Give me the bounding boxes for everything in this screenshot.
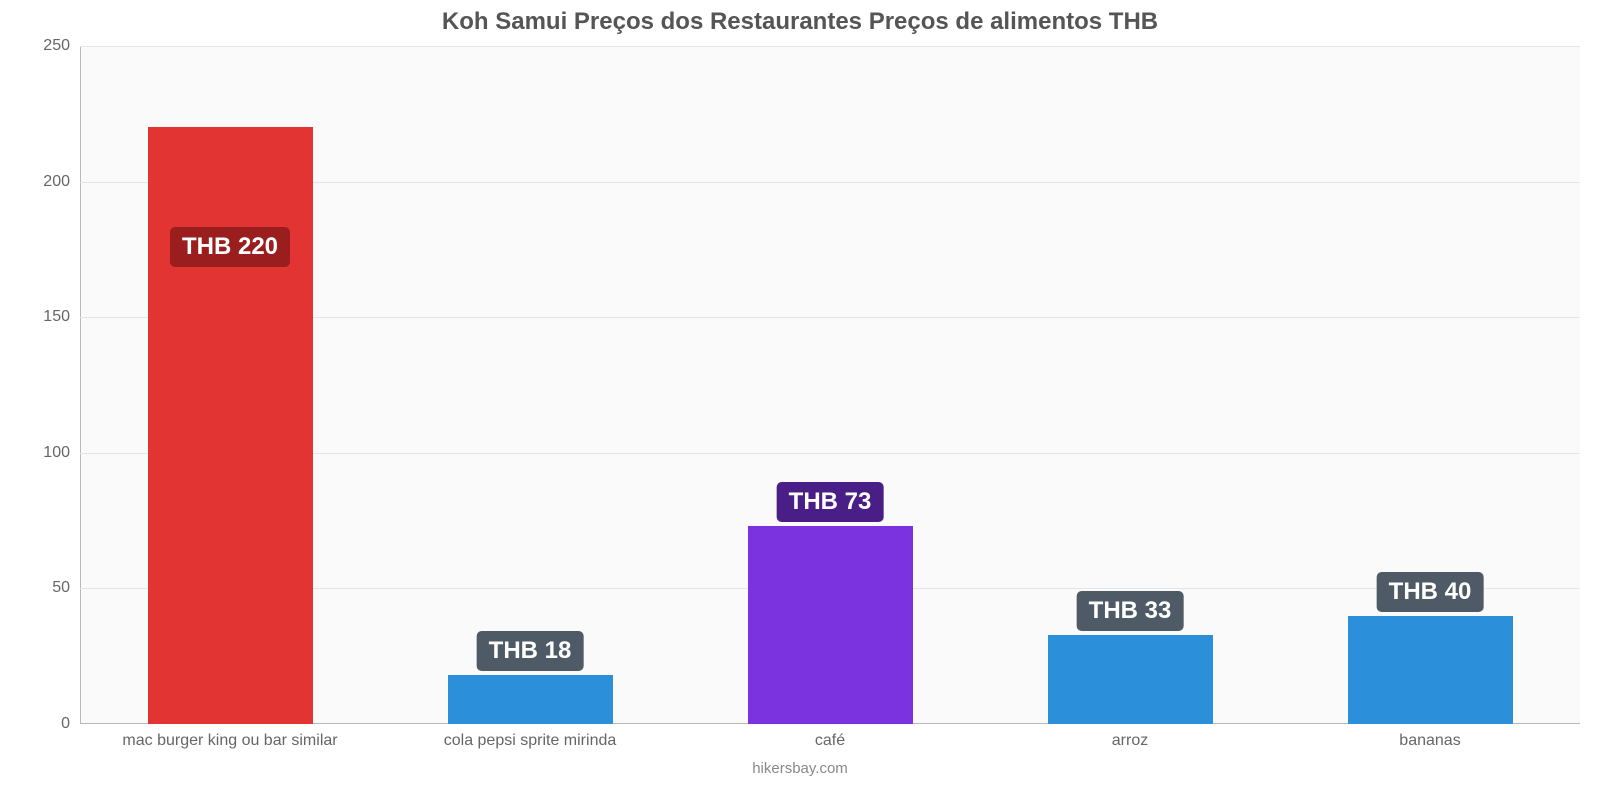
gridline — [80, 46, 1580, 47]
bar-value-label: THB 33 — [1077, 591, 1184, 631]
bar — [748, 526, 913, 724]
plot-area: mac burger king ou bar similarcola pepsi… — [80, 46, 1580, 724]
bar-value-label: THB 73 — [777, 482, 884, 522]
y-tick-label: 150 — [43, 308, 70, 326]
bar — [1048, 635, 1213, 724]
x-category-label: café — [815, 732, 845, 750]
bar — [448, 675, 613, 724]
x-category-label: bananas — [1399, 732, 1460, 750]
x-category-label: mac burger king ou bar similar — [122, 732, 337, 750]
chart-credit: hikersbay.com — [752, 760, 848, 777]
x-category-label: cola pepsi sprite mirinda — [444, 732, 617, 750]
bar — [1348, 616, 1513, 724]
price-bar-chart: Koh Samui Preços dos Restaurantes Preços… — [0, 0, 1600, 800]
chart-title: Koh Samui Preços dos Restaurantes Preços… — [0, 0, 1600, 36]
x-category-label: arroz — [1112, 732, 1148, 750]
bar-value-label: THB 40 — [1377, 572, 1484, 612]
bar-value-label: THB 220 — [170, 227, 290, 267]
bar-value-label: THB 18 — [477, 631, 584, 671]
y-tick-label: 0 — [61, 715, 70, 733]
y-tick-label: 200 — [43, 173, 70, 191]
y-tick-label: 250 — [43, 37, 70, 55]
bar — [148, 127, 313, 724]
y-axis-line — [80, 46, 81, 724]
y-tick-label: 100 — [43, 444, 70, 462]
y-tick-label: 50 — [52, 579, 70, 597]
